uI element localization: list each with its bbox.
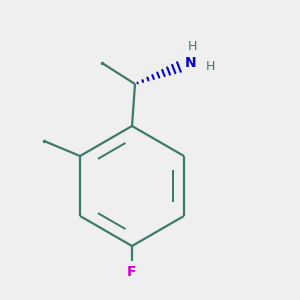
Text: H: H <box>187 40 197 53</box>
Text: H: H <box>205 59 215 73</box>
Text: F: F <box>127 266 137 280</box>
Text: N: N <box>185 56 196 70</box>
